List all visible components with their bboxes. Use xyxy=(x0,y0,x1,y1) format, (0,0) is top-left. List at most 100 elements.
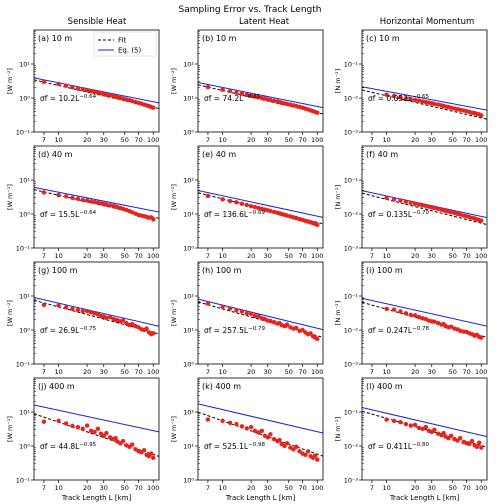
data-point xyxy=(120,438,126,444)
panel-frame xyxy=(361,261,488,365)
data-point xyxy=(151,331,156,336)
data-point xyxy=(120,318,126,323)
data-point xyxy=(284,213,290,218)
data-point xyxy=(408,312,413,317)
data-point xyxy=(467,441,472,447)
panel-label: (g) 100 m xyxy=(38,266,78,275)
data-point xyxy=(88,88,94,94)
x-tick-label: 10 xyxy=(382,368,390,376)
x-tick-label: 30 xyxy=(100,252,108,260)
data-point xyxy=(205,417,211,422)
data-point xyxy=(75,86,81,91)
data-point xyxy=(391,307,397,312)
y-tick-label: 10⁻² xyxy=(344,327,359,335)
y-tick-label: 10⁰ xyxy=(183,129,194,137)
y-tick-label: 10⁻¹ xyxy=(344,177,359,185)
data-point xyxy=(56,192,61,198)
y-tick-label: 10⁻² xyxy=(344,211,359,219)
data-point xyxy=(432,319,437,324)
fit-exponent: −0.75 xyxy=(79,326,96,332)
x-tick-label: 30 xyxy=(264,136,272,144)
y-axis-label: [W m⁻²] xyxy=(170,300,178,326)
y-axis-label: [W m⁻²] xyxy=(6,68,14,94)
x-tick-label: 50 xyxy=(285,484,293,492)
data-point xyxy=(403,96,409,101)
x-tick-label: 7 xyxy=(206,484,210,492)
data-point xyxy=(234,308,239,313)
data-point xyxy=(205,84,211,90)
x-tick-label: 100 xyxy=(311,484,323,492)
column-title-sensible: Sensible Heat xyxy=(68,17,127,27)
data-point xyxy=(120,96,126,101)
data-point xyxy=(448,433,454,438)
data-point xyxy=(458,328,463,333)
data-point xyxy=(130,321,135,327)
data-point xyxy=(265,435,270,440)
data-point xyxy=(70,423,75,429)
y-tick-label: 10⁰ xyxy=(183,245,194,253)
data-point xyxy=(391,197,397,202)
data-point xyxy=(252,313,258,319)
data-point xyxy=(268,208,273,214)
x-tick-label: 70 xyxy=(298,368,306,376)
x-tick-label: 20 xyxy=(83,484,91,492)
y-tick-label: 10⁻² xyxy=(344,95,359,103)
fit-line xyxy=(198,301,323,338)
data-point xyxy=(256,430,261,435)
data-point xyxy=(458,107,463,112)
data-point xyxy=(244,92,249,97)
x-tick-label: 20 xyxy=(83,136,91,144)
fit-annotation: σf = 0.135L−0.70 xyxy=(368,210,429,219)
panel-label: (a) 10 m xyxy=(38,34,72,43)
data-point xyxy=(277,437,282,443)
x-tick-label: 70 xyxy=(134,252,142,260)
x-tick-label: 30 xyxy=(100,484,108,492)
fit-line xyxy=(198,411,323,457)
fit-exponent: −0.80 xyxy=(412,442,429,448)
x-tick-label: 70 xyxy=(298,484,306,492)
data-point xyxy=(398,420,403,425)
x-tick-label: 70 xyxy=(298,252,306,260)
fit-annotation: σf = 0.052L−0.65 xyxy=(368,94,429,103)
y-axis-label: [N m⁻²] xyxy=(334,69,342,93)
y-axis-label: [W m⁻²] xyxy=(6,416,14,442)
data-point xyxy=(441,430,446,436)
fit-line xyxy=(362,192,487,226)
y-tick-label: 10⁰ xyxy=(183,477,194,485)
y-tick-label: 10⁻² xyxy=(344,443,359,451)
data-point xyxy=(56,303,61,308)
panel-frame xyxy=(33,145,160,249)
data-point xyxy=(412,422,418,428)
x-tick-label: 7 xyxy=(370,252,374,260)
data-point xyxy=(227,306,233,311)
data-point xyxy=(84,87,90,93)
x-tick-label: 10 xyxy=(218,484,226,492)
fit-annotation: σf = 15.5L−0.64 xyxy=(40,210,97,219)
eq5-line xyxy=(198,82,323,109)
x-tick-label: 50 xyxy=(449,368,457,376)
panel: 10⁰ 10¹ 10² 7 10 20 30 50 70 100 [W m⁻²] (b) 10 m σf… xyxy=(170,29,323,144)
data-point xyxy=(107,93,113,98)
y-tick-label: 10² xyxy=(183,409,194,417)
y-tick-label: 10¹ xyxy=(19,61,30,69)
y-tick-label: 10⁻¹ xyxy=(344,409,359,417)
data-point xyxy=(271,209,277,215)
y-tick-label: 10⁻³ xyxy=(344,361,359,369)
fit-annotation: σf = 26.9L−0.75 xyxy=(40,326,97,335)
panel: 10⁻¹ 10⁰ 10¹ 7 10 20 30 50 70 100 [W m⁻²] (d) 40 m σ… xyxy=(6,145,160,260)
x-tick-label: 20 xyxy=(411,484,419,492)
x-tick-label: 10 xyxy=(218,252,226,260)
data-point xyxy=(284,322,290,327)
data-point xyxy=(234,421,239,427)
data-point xyxy=(308,331,313,336)
x-tick-label: 100 xyxy=(475,368,487,376)
data-point xyxy=(63,83,69,88)
x-tick-label: 20 xyxy=(247,368,255,376)
x-tick-label: 20 xyxy=(247,136,255,144)
x-tick-label: 10 xyxy=(382,484,390,492)
data-point xyxy=(205,193,211,199)
legend-eq5-label: Eq. (5) xyxy=(118,47,142,55)
legend-fit-label: Fit xyxy=(118,37,126,45)
data-point xyxy=(244,426,249,431)
x-tick-label: 20 xyxy=(83,368,91,376)
